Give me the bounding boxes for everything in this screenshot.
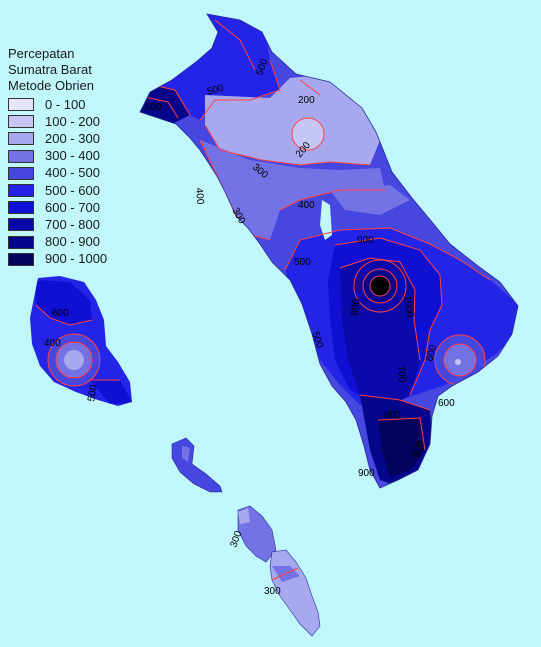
legend-title-line: Percepatan bbox=[8, 46, 75, 61]
legend-title-line: Metode Obrien bbox=[8, 78, 94, 93]
legend-title: Percepatan Sumatra Barat Metode Obrien bbox=[8, 46, 107, 94]
contour-label: 200 bbox=[298, 95, 315, 106]
legend-label: 300 - 400 bbox=[45, 148, 100, 164]
contour-label: 500 bbox=[294, 257, 311, 268]
legend-swatch bbox=[8, 98, 34, 112]
legend-label: 500 - 600 bbox=[45, 182, 100, 198]
contour-label: 800 bbox=[384, 410, 401, 421]
legend-item: 600 - 700 bbox=[8, 199, 107, 216]
west-contours bbox=[35, 304, 120, 387]
contour-label: 400 bbox=[44, 338, 61, 349]
contour-label: 500 bbox=[145, 102, 162, 113]
legend-item: 500 - 600 bbox=[8, 182, 107, 199]
legend-label: 100 - 200 bbox=[45, 113, 100, 129]
contour-label: 700 bbox=[395, 365, 407, 383]
contour-label: 900 bbox=[358, 468, 375, 479]
contour-label: 300 bbox=[264, 586, 281, 597]
contour-label: 500 bbox=[206, 83, 225, 98]
contour-label: 600 bbox=[52, 308, 69, 319]
legend-label: 700 - 800 bbox=[45, 216, 100, 232]
legend-label: 400 - 500 bbox=[45, 165, 100, 181]
contour-label: 400 bbox=[193, 187, 205, 205]
main-island bbox=[140, 14, 518, 488]
legend-label: 800 - 900 bbox=[45, 234, 100, 250]
contour-label: 500 bbox=[86, 384, 100, 403]
legend-label: 900 - 1000 bbox=[45, 251, 108, 267]
legend-item: 800 - 900 bbox=[8, 234, 107, 251]
legend-swatch bbox=[8, 149, 34, 163]
legend-swatch bbox=[8, 132, 34, 146]
legend-item: 300 - 400 bbox=[8, 148, 107, 165]
legend-label: 200 - 300 bbox=[45, 130, 100, 146]
legend-item: 400 - 500 bbox=[8, 165, 107, 182]
legend-items: 0 - 100 100 - 200 200 - 300 300 - 400 40… bbox=[8, 96, 107, 268]
legend-swatch bbox=[8, 218, 34, 232]
legend-swatch bbox=[8, 235, 34, 249]
legend-swatch bbox=[8, 184, 34, 198]
legend-swatch bbox=[8, 252, 34, 266]
contour-label: 1000 bbox=[401, 295, 416, 319]
legend-swatch bbox=[8, 115, 34, 129]
legend-swatch bbox=[8, 201, 34, 215]
contour-label: 400 bbox=[298, 200, 315, 211]
legend: Percepatan Sumatra Barat Metode Obrien 0… bbox=[8, 46, 107, 268]
legend-item: 0 - 100 bbox=[8, 96, 107, 113]
contour-label: 900 bbox=[357, 235, 374, 246]
legend-swatch bbox=[8, 166, 34, 180]
legend-item: 100 - 200 bbox=[8, 113, 107, 130]
contour-label: 600 bbox=[438, 398, 455, 409]
legend-item: 900 - 1000 bbox=[8, 251, 107, 268]
legend-label: 0 - 100 bbox=[45, 96, 86, 112]
legend-label: 600 - 700 bbox=[45, 199, 100, 215]
contour-label: 600 bbox=[424, 343, 439, 362]
legend-item: 700 - 800 bbox=[8, 216, 107, 233]
legend-item: 200 - 300 bbox=[8, 130, 107, 147]
contour-label: 800 bbox=[349, 298, 363, 317]
siberut-island bbox=[171, 437, 223, 493]
legend-title-line: Sumatra Barat bbox=[8, 62, 92, 77]
